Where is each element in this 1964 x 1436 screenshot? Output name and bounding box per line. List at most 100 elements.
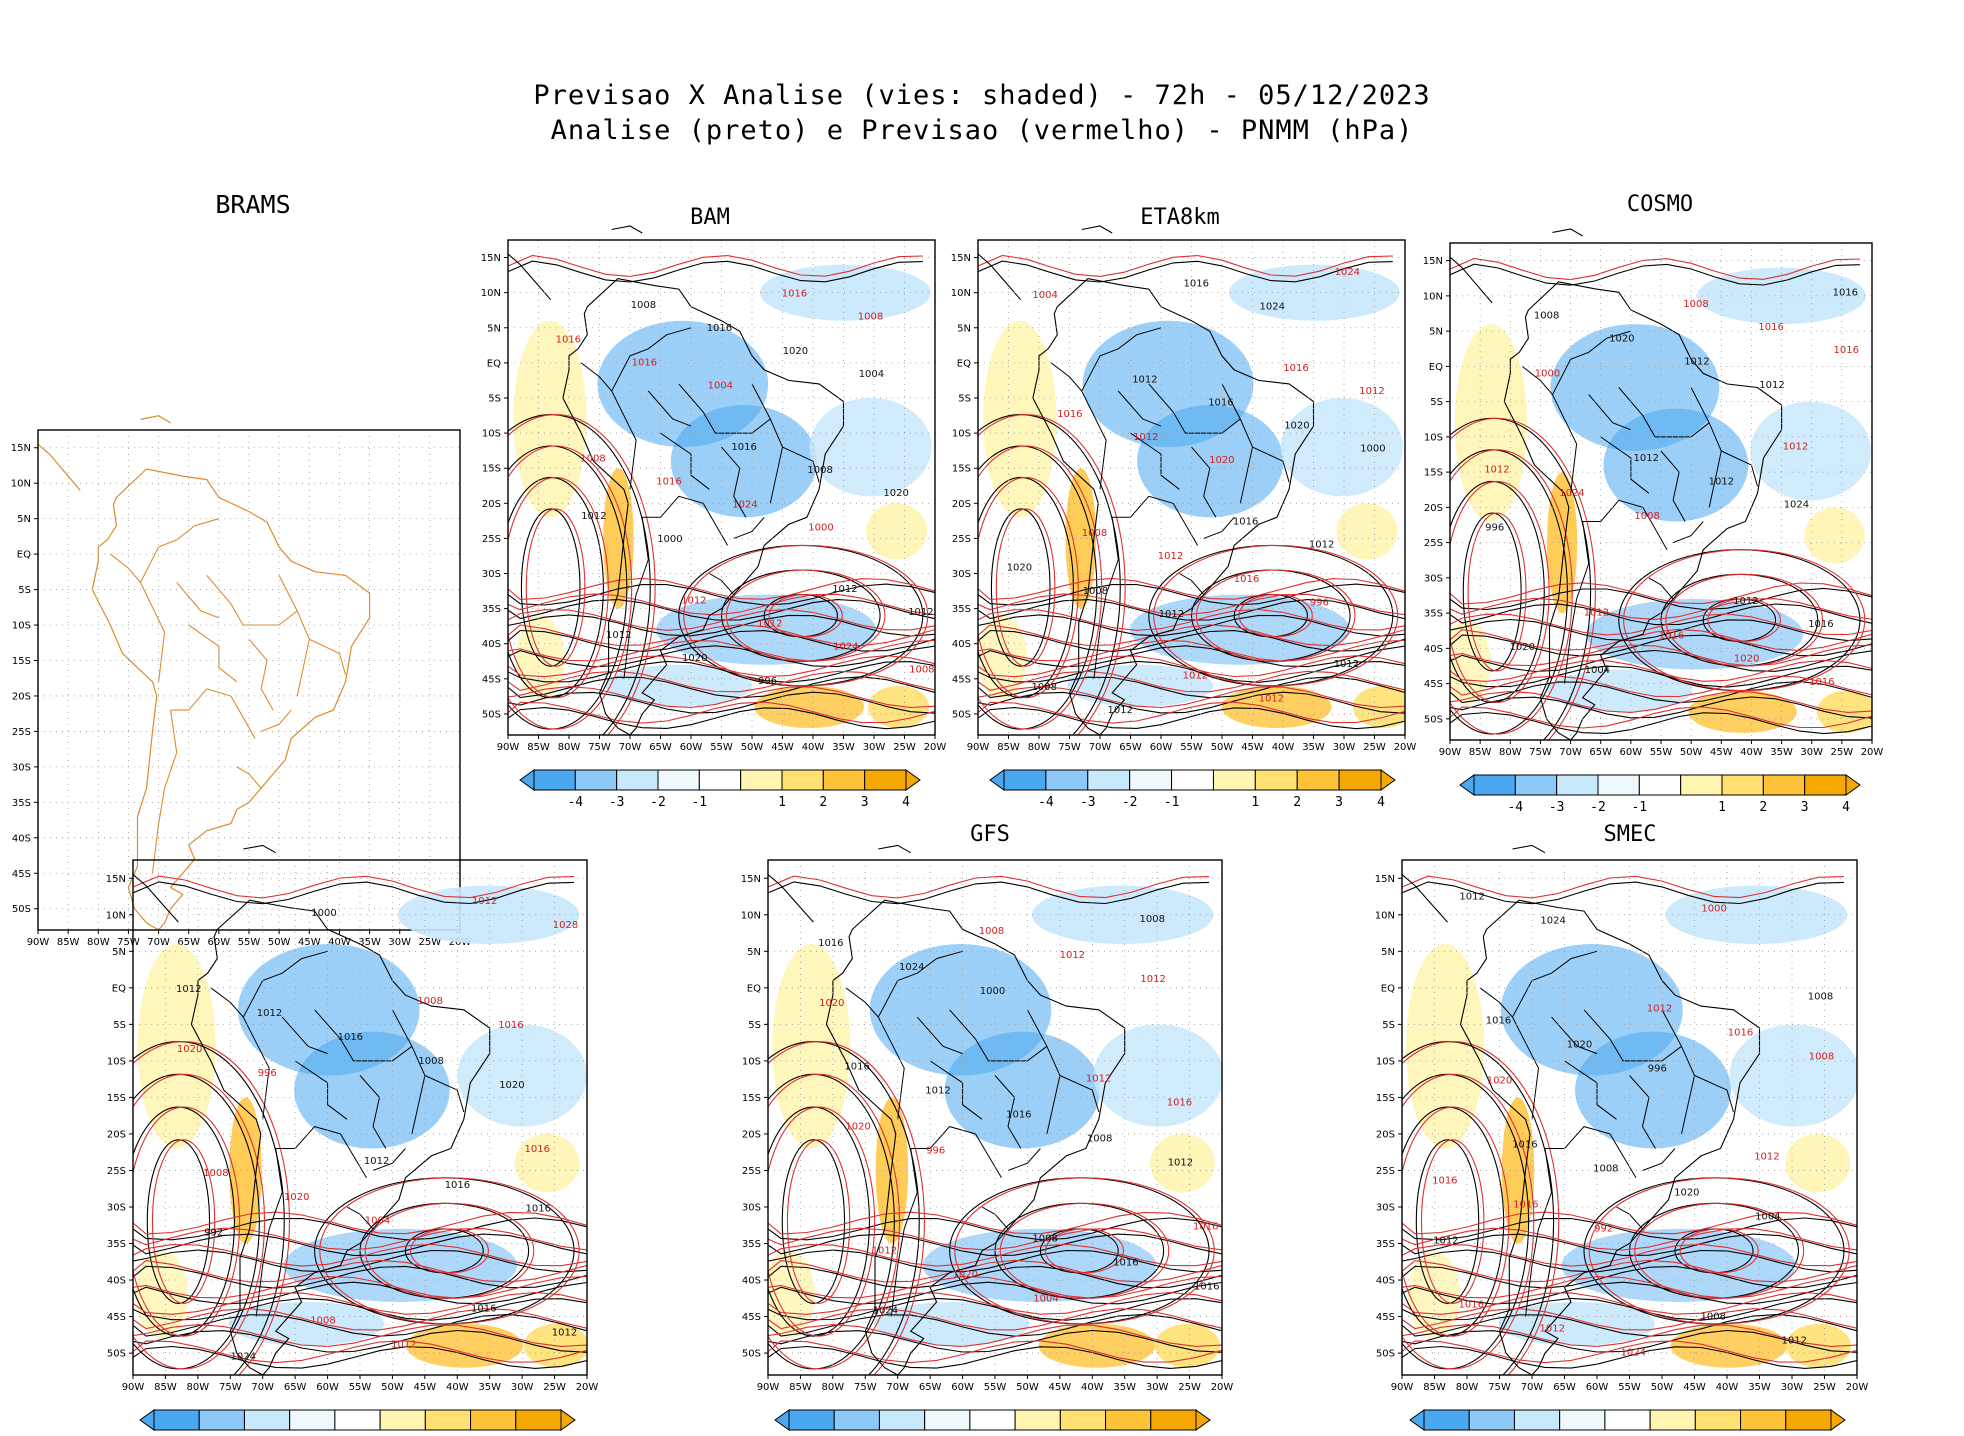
lon-tick-label: 40W <box>328 937 351 948</box>
lat-tick-label: 50S <box>1376 1349 1395 1360</box>
lat-tick-label: 45S <box>1376 1312 1395 1323</box>
contour-label: 1008 <box>979 926 1004 937</box>
contour-label: 1016 <box>844 1062 869 1073</box>
lon-tick-label: 35W <box>1113 1382 1136 1393</box>
lon-tick-label: 70W <box>147 937 170 948</box>
contour-label: 1020 <box>284 1192 309 1203</box>
panel-title: BAM <box>690 205 730 230</box>
lon-tick-label: 25W <box>419 937 442 948</box>
lon-tick-label: 60W <box>208 937 231 948</box>
panel-brams: BRAMS 90W 85W 80W 75W 70W 65W 60W 55W 50W 45W 40W 3… <box>0 190 480 948</box>
contour-label: 1012 <box>391 1340 416 1351</box>
contour-label: 1008 <box>417 996 442 1007</box>
contour-label: 1012 <box>552 1328 577 1339</box>
lat-tick-label: 10S <box>12 621 31 632</box>
contour-label: 1016 <box>1113 1258 1138 1269</box>
colorbar-label: 4 <box>1842 800 1850 815</box>
contour-label: 1028 <box>553 920 578 931</box>
lat-tick-label: 45S <box>12 869 31 880</box>
contour-label: 1012 <box>1060 950 1085 961</box>
colorbar-label: -4 <box>1507 800 1523 815</box>
lon-tick-label: 35W <box>358 937 381 948</box>
lon-tick-label: 75W <box>117 937 140 948</box>
lat-tick-label: 50S <box>12 904 31 915</box>
contour-label: 1020 <box>953 1270 978 1281</box>
lat-tick-label: 10N <box>106 910 126 921</box>
lat-tick-label: 30S <box>742 1202 761 1213</box>
contour-label: 1012 <box>257 1008 282 1019</box>
contour-label: 1012 <box>1086 1074 1111 1085</box>
contour-label: 1008 <box>1140 914 1165 925</box>
lat-tick-label: 5S <box>748 1020 761 1031</box>
contour-label: 1016 <box>1193 1222 1218 1233</box>
map-brams: 90W 85W 80W 75W 70W 65W 60W 55W 50W 45W 40W 35W 30W 2… <box>11 415 471 948</box>
contour-label: 1008 <box>203 1168 228 1179</box>
lon-tick-label: 55W <box>984 1382 1007 1393</box>
contour-label: 996 <box>1648 1064 1667 1075</box>
lon-tick-label: 20W <box>449 937 472 948</box>
lon-tick-label: 75W <box>219 1382 242 1393</box>
contour-label: 1024 <box>231 1352 256 1363</box>
lat-tick-label: 5N <box>17 514 31 525</box>
lat-tick-label: 10S <box>742 1056 761 1067</box>
colorbar-label: 3 <box>1801 800 1809 815</box>
lon-tick-label: 45W <box>414 1382 437 1393</box>
lon-tick-label: 50W <box>268 937 291 948</box>
lat-tick-label: 15S <box>742 1093 761 1104</box>
lon-tick-label: 80W <box>87 937 110 948</box>
contour-label: 1020 <box>1487 1076 1512 1087</box>
lon-tick-label: 80W <box>187 1382 210 1393</box>
lon-tick-label: 35W <box>1748 1382 1771 1393</box>
lon-tick-label: 20W <box>1846 1382 1869 1393</box>
contour-label: 1016 <box>1459 1299 1484 1310</box>
lon-tick-label: 55W <box>1618 1382 1641 1393</box>
lon-tick-label: 60W <box>1586 1382 1609 1393</box>
lat-tick-label: 20S <box>742 1129 761 1140</box>
contour-label: 1024 <box>1621 1347 1646 1358</box>
lat-tick-label: 45S <box>107 1312 126 1323</box>
colorbar-label: -3 <box>1549 800 1565 815</box>
lat-tick-label: 40S <box>742 1276 761 1287</box>
contour-label: 1020 <box>819 998 844 1009</box>
contour-label: 1008 <box>1809 1052 1834 1063</box>
panel-title: ETA8km <box>1140 205 1220 230</box>
contour-label: 1016 <box>1167 1098 1192 1109</box>
contour-label: 1012 <box>1459 892 1484 903</box>
contour-label: 1012 <box>176 984 201 995</box>
contour-label: 1016 <box>525 1144 550 1155</box>
panel-title: SMEC <box>1603 822 1657 847</box>
contour-label: 1016 <box>1512 1140 1537 1151</box>
contour-label: 1012 <box>925 1086 950 1097</box>
lat-tick-label: 45S <box>742 1312 761 1323</box>
figure-title-line2: Analise (preto) e Previsao (vermelho) - … <box>550 115 1414 146</box>
lat-tick-label: 10N <box>11 479 31 490</box>
lon-tick-label: 25W <box>543 1382 566 1393</box>
contour-label: 1024 <box>873 1306 898 1317</box>
contour-label: 1012 <box>1433 1235 1458 1246</box>
lat-tick-label: 30S <box>107 1202 126 1213</box>
lon-tick-label: 90W <box>122 1382 145 1393</box>
lon-tick-label: 40W <box>1081 1382 1104 1393</box>
contour-label: 1016 <box>1513 1199 1538 1210</box>
contour-label: 1008 <box>1087 1134 1112 1145</box>
lon-tick-label: 90W <box>757 1382 780 1393</box>
contour-label: 1016 <box>338 1032 363 1043</box>
lon-tick-label: 50W <box>381 1382 404 1393</box>
contour-label: 1016 <box>818 938 843 949</box>
contour-label: 1012 <box>1754 1152 1779 1163</box>
lat-tick-label: 35S <box>1376 1239 1395 1250</box>
colorbar-label: -2 <box>1590 800 1606 815</box>
lon-tick-label: 55W <box>349 1382 372 1393</box>
lat-tick-label: 50S <box>742 1349 761 1360</box>
contour-label: 1020 <box>499 1080 524 1091</box>
lon-tick-label: 50W <box>1016 1382 1039 1393</box>
lon-tick-label: 90W <box>27 937 50 948</box>
lon-tick-label: 30W <box>1146 1382 1169 1393</box>
lat-tick-label: 25S <box>1376 1166 1395 1177</box>
lat-tick-label: EQ <box>112 983 126 994</box>
lon-tick-label: 85W <box>1423 1382 1446 1393</box>
panel-title: BRAMS <box>215 190 291 219</box>
colorbar-label: 1 <box>1718 800 1726 815</box>
